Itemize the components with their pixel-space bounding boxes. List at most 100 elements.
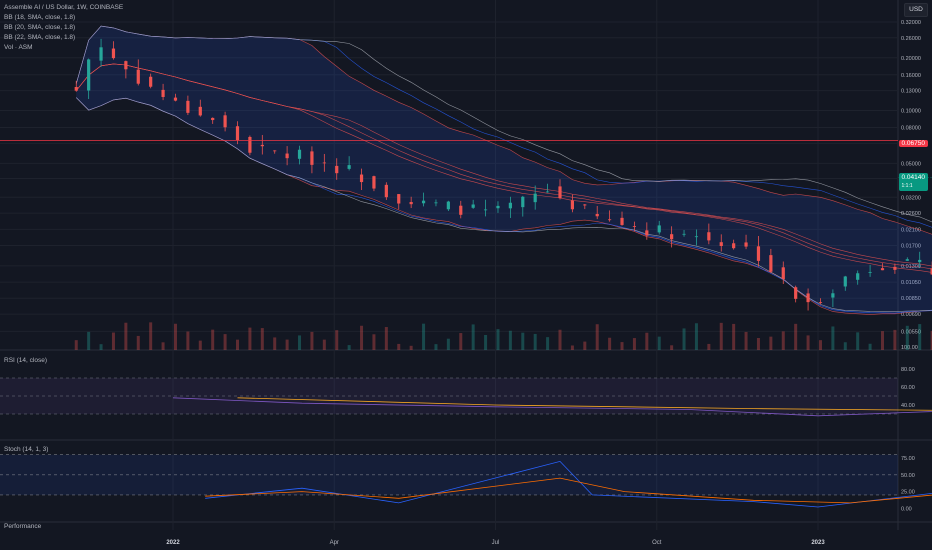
volume-bar bbox=[335, 330, 339, 350]
volume-bar bbox=[806, 335, 810, 350]
price-axis-label: 0.01300 bbox=[901, 264, 921, 270]
candle-body bbox=[384, 184, 388, 198]
candle-body bbox=[161, 89, 165, 97]
bollinger-band-line bbox=[75, 97, 932, 314]
price-axis-label: 0.32000 bbox=[901, 20, 921, 26]
volume-bar bbox=[273, 337, 277, 350]
candle-body bbox=[459, 205, 463, 215]
candle-body bbox=[545, 191, 550, 193]
candle-body bbox=[794, 287, 798, 299]
candle-body bbox=[595, 213, 599, 217]
candle-body bbox=[285, 153, 289, 159]
volume-bar bbox=[930, 330, 932, 350]
candle-body bbox=[273, 150, 277, 152]
candle-body bbox=[124, 61, 128, 70]
time-axis-label: Jul bbox=[492, 540, 500, 546]
candle-body bbox=[397, 194, 401, 204]
rsi-axis-label: 40.00 bbox=[901, 403, 915, 409]
volume-bar bbox=[682, 328, 686, 350]
candle-body bbox=[781, 267, 785, 280]
candle-body bbox=[806, 293, 810, 303]
bollinger-band-line bbox=[75, 25, 932, 235]
volume-bar bbox=[223, 334, 227, 350]
price-axis-label: 0.13000 bbox=[901, 89, 921, 95]
volume-bar bbox=[645, 332, 649, 350]
volume-bar bbox=[732, 323, 736, 350]
indicator-bb-18[interactable]: BB (18, SMA, close, 1.8) bbox=[4, 14, 76, 21]
volume-bar bbox=[111, 332, 115, 350]
candle-body bbox=[620, 217, 624, 225]
candle-body bbox=[657, 225, 661, 233]
candle-body bbox=[372, 176, 376, 189]
time-axis-label: Oct bbox=[652, 540, 662, 546]
volume-bar bbox=[124, 322, 128, 350]
volume-bar bbox=[670, 345, 674, 350]
volume-bar bbox=[521, 332, 525, 350]
current-price-sub: 1:1:1 bbox=[901, 183, 913, 189]
currency-button[interactable]: USD bbox=[904, 3, 928, 17]
candle-body bbox=[87, 59, 91, 91]
volume-bar bbox=[508, 330, 512, 350]
indicator-volume[interactable]: Vol · ASM bbox=[4, 44, 33, 51]
candle-body bbox=[521, 196, 525, 208]
volume-bar bbox=[260, 328, 264, 350]
candle-body bbox=[310, 151, 314, 165]
price-axis-label: 0.00690 bbox=[901, 312, 921, 318]
candle-body bbox=[719, 242, 723, 246]
indicator-bb-22[interactable]: BB (22, SMA, close, 1.8) bbox=[4, 34, 76, 41]
volume-bar bbox=[794, 323, 798, 350]
volume-bar bbox=[87, 331, 91, 350]
symbol-title[interactable]: Assemble AI / US Dollar, 1W, COINBASE bbox=[4, 4, 124, 11]
volume-bar bbox=[484, 334, 488, 350]
candle-body bbox=[434, 202, 438, 204]
performance-pane-title[interactable]: Performance bbox=[4, 523, 42, 530]
volume-bar bbox=[632, 338, 636, 350]
stoch-d-line bbox=[205, 477, 932, 504]
candle-body bbox=[856, 273, 860, 280]
volume-axis-label: 100.00 bbox=[901, 345, 918, 351]
candle-body bbox=[670, 234, 674, 240]
rsi-axis-label: 60.00 bbox=[901, 385, 915, 391]
candle-body bbox=[707, 232, 711, 241]
rsi-band-fill bbox=[0, 378, 898, 414]
candle-body bbox=[583, 204, 587, 206]
volume-bar bbox=[211, 329, 215, 350]
volume-bar bbox=[496, 329, 500, 350]
candle-body bbox=[211, 117, 215, 121]
volume-bar bbox=[310, 331, 314, 350]
stoch-pane-title[interactable]: Stoch (14, 1, 3) bbox=[4, 446, 49, 453]
volume-bar bbox=[173, 323, 177, 350]
rsi-pane-title[interactable]: RSI (14, close) bbox=[4, 357, 47, 364]
volume-bar bbox=[422, 323, 426, 350]
bollinger-band-line bbox=[75, 97, 932, 313]
volume-bar bbox=[434, 344, 438, 350]
bollinger-band-line bbox=[75, 25, 932, 228]
volume-bar bbox=[285, 339, 289, 350]
price-axis-label: 0.16000 bbox=[901, 73, 921, 79]
candle-body bbox=[769, 255, 773, 272]
current-price-tag: 0.04140 1:1:1 bbox=[898, 173, 928, 191]
candle-body bbox=[930, 268, 932, 275]
volume-bar bbox=[360, 325, 364, 350]
candle-body bbox=[756, 246, 761, 261]
price-axis-label: 0.00850 bbox=[901, 296, 921, 302]
volume-bar bbox=[719, 322, 723, 350]
candle-body bbox=[558, 186, 562, 199]
volume-bar bbox=[546, 337, 550, 350]
candle-body bbox=[645, 230, 649, 236]
volume-bar bbox=[459, 333, 463, 350]
price-axis-label: 0.00550 bbox=[901, 329, 921, 335]
candle-body bbox=[868, 272, 872, 273]
candle-body bbox=[893, 266, 897, 270]
price-axis-label: 0.08000 bbox=[901, 126, 921, 132]
indicator-bb-20[interactable]: BB (20, SMA, close, 1.8) bbox=[4, 24, 76, 31]
bollinger-band-line bbox=[75, 63, 932, 273]
price-axis-label: 0.03200 bbox=[901, 195, 921, 201]
volume-bar bbox=[657, 336, 661, 350]
bollinger-band-line bbox=[75, 63, 932, 270]
volume-bar bbox=[372, 334, 376, 350]
volume-bar bbox=[881, 331, 884, 350]
bollinger-band-line bbox=[75, 97, 932, 315]
